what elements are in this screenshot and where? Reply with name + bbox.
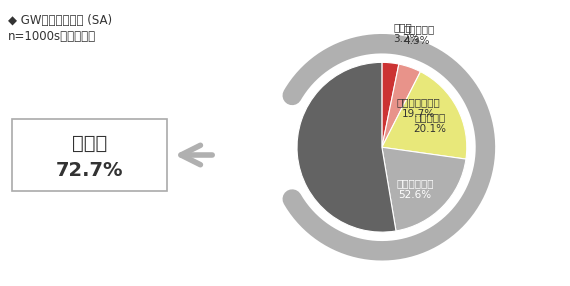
Wedge shape <box>382 147 466 231</box>
Wedge shape <box>382 62 399 147</box>
Wedge shape <box>382 72 467 159</box>
FancyBboxPatch shape <box>12 119 167 191</box>
Text: 少し増えた
4.3%: 少し増えた 4.3% <box>404 24 435 45</box>
Text: 増えた
3.2%: 増えた 3.2% <box>393 22 420 44</box>
Text: 少し減った
20.1%: 少し減った 20.1% <box>413 112 446 134</box>
Text: ◆ GW中の消費増減 (SA): ◆ GW中の消費増減 (SA) <box>8 14 112 27</box>
Text: 72.7%: 72.7% <box>56 162 123 180</box>
Text: n=1000s　（全員）: n=1000s （全員） <box>8 30 96 43</box>
Wedge shape <box>297 62 396 232</box>
Text: 変わらなかった
19.7%: 変わらなかった 19.7% <box>397 97 440 119</box>
Wedge shape <box>382 64 421 147</box>
Text: かなり減った
52.6%: かなり減った 52.6% <box>396 178 434 200</box>
Text: 減った: 減った <box>72 134 107 152</box>
